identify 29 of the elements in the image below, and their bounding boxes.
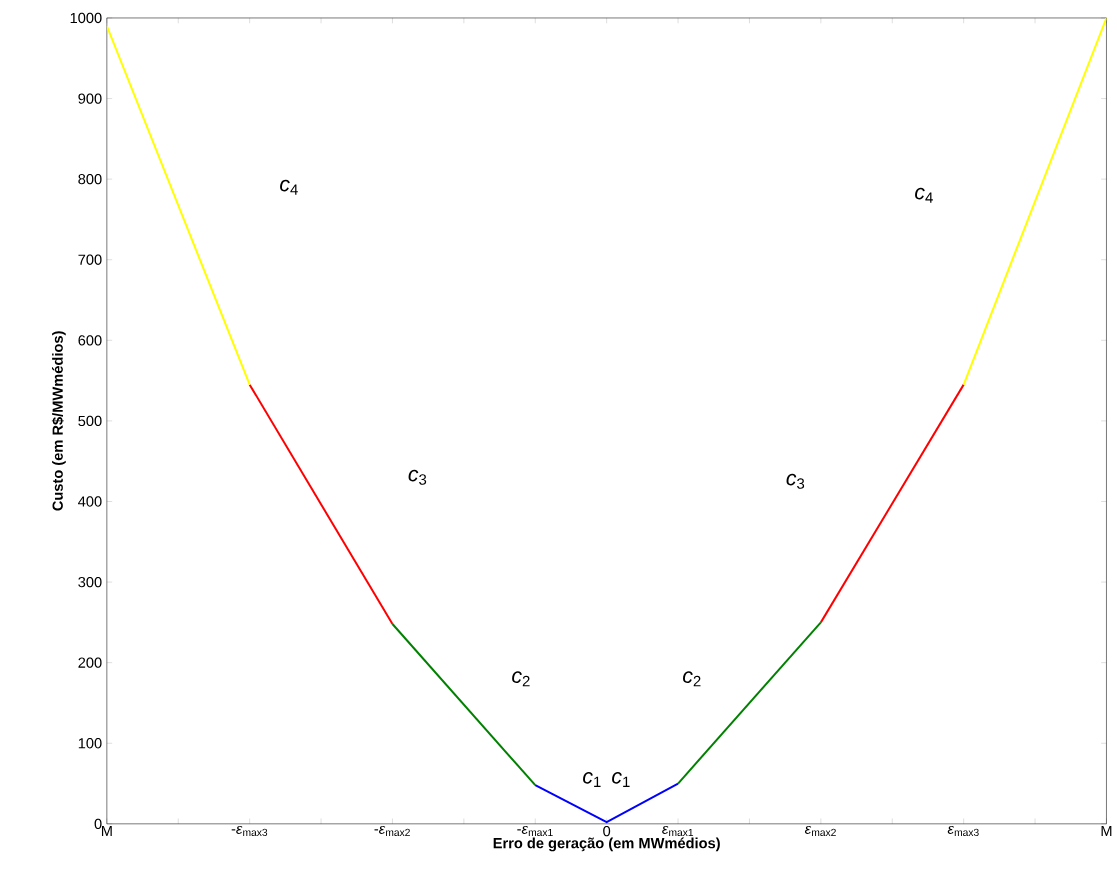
y-tick-label: 800 [78,174,102,185]
x-tick-label: ε$_{max1}$ [662,826,694,837]
x-tick-label: M [101,826,112,837]
y-tick-label: 1000 [70,12,102,24]
x-tick-label: -ε$_{max3}$ [231,826,268,837]
annotation: c$_{1}$ [583,772,601,788]
y-tick-label: 500 [78,415,102,427]
x-tick-label: 0 [603,826,611,837]
x-tick-label: ε$_{max2}$ [804,826,836,837]
x-tick-label: M [1101,826,1112,837]
y-tick-label: 900 [78,93,102,104]
x-tick-label: -ε$_{max1}$ [517,826,553,837]
x-tick-label: ε$_{max3}$ [947,826,979,837]
y-tick-label: 100 [78,738,102,749]
y-tick-label: 400 [78,496,102,507]
annotation: c$_{2}$ [512,671,530,687]
y-tick-label: 700 [78,254,102,266]
annotation: c$_{3}$ [786,473,805,489]
annotation: c$_{2}$ [683,671,701,687]
annotation: c$_{4}$ [915,187,933,203]
y-tick-label: 600 [78,335,102,346]
y-tick-label: 300 [78,577,102,588]
y-axis-title: Custo (em R$/MWmédios) [51,331,66,511]
y-tick-label: 200 [78,657,102,668]
x-axis-title: Erro de geração (em MWmédios) [493,837,720,852]
annotation: c$_{4}$ [280,179,298,195]
annotation: c$_{3}$ [408,469,427,485]
x-tick-label: -ε$_{max2}$ [374,826,410,837]
annotation: c$_{1}$ [612,772,630,788]
